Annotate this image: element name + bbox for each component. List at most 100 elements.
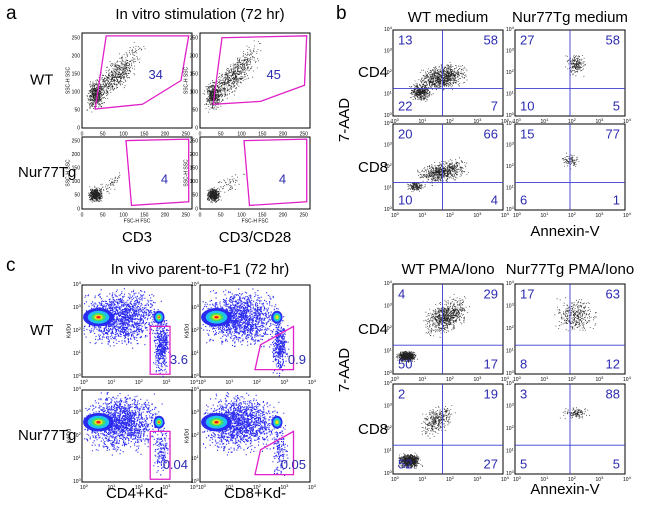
tick-label: 100	[190, 89, 199, 95]
tick-exponent: 3	[512, 402, 515, 407]
tick-label: 104	[308, 483, 317, 491]
tick-exponent: 2	[574, 475, 577, 480]
gate-percentage: 0.9	[288, 352, 306, 367]
tick-base: 10	[191, 351, 197, 357]
quadrant-percentage: 2	[398, 386, 405, 401]
tick-label: 104	[73, 385, 82, 393]
event-cloud	[565, 55, 586, 77]
tick-base: 10	[384, 326, 390, 332]
tick-base: 10	[163, 380, 169, 386]
tick-base: 10	[384, 27, 390, 33]
tick-exponent: 2	[390, 162, 393, 167]
tick-exponent: 2	[512, 424, 515, 429]
tick-label: 102	[253, 483, 262, 491]
tick-exponent: 2	[574, 211, 577, 216]
tick-label: 103	[474, 117, 483, 125]
tick-label: 0	[81, 212, 84, 218]
column-label: CD8+Kd-	[224, 485, 286, 502]
tick-label: 100	[191, 477, 200, 485]
tick-label: 50	[218, 131, 224, 137]
tick-exponent: 1	[390, 184, 393, 189]
tick-label: 104	[501, 475, 510, 483]
tick-base: 10	[391, 213, 397, 219]
tick-exponent: 0	[79, 372, 82, 377]
tick-exponent: 3	[390, 47, 393, 52]
tick-label: 100	[513, 117, 522, 125]
plot-frame	[199, 32, 311, 129]
tick-base: 10	[191, 387, 197, 393]
tick-base: 10	[506, 449, 512, 455]
tick-exponent: 0	[519, 211, 522, 216]
tick-label: 101	[419, 475, 428, 483]
row-label: CD8	[358, 421, 388, 438]
tick-base: 10	[191, 410, 197, 416]
tick-base: 10	[384, 113, 390, 119]
tick-label: 102	[568, 475, 577, 483]
tick-exponent: 3	[390, 302, 393, 307]
row-label: Nur77Tg	[18, 427, 76, 444]
tick-base: 10	[391, 477, 397, 483]
tick-exponent: 4	[314, 378, 317, 383]
tick-exponent: 1	[113, 483, 116, 488]
tick-exponent: 3	[168, 483, 171, 488]
plot-frame	[392, 29, 504, 117]
tick-base: 10	[391, 119, 397, 125]
tick-label: 102	[506, 424, 515, 432]
tick-base: 10	[108, 380, 114, 386]
plot-frame	[81, 32, 193, 129]
tick-label: 50	[100, 212, 106, 218]
tick-label: 102	[446, 211, 455, 219]
tick-label: 200	[190, 152, 199, 158]
tick-exponent: 3	[601, 211, 604, 216]
tick-label: 104	[623, 475, 632, 483]
tick-exponent: 4	[507, 475, 510, 480]
quadrant-percentage: 8	[520, 356, 527, 371]
tick-exponent: 0	[519, 117, 522, 122]
tick-base: 10	[73, 410, 79, 416]
axis-label: Annexin-V	[530, 481, 599, 498]
tick-label: 103	[506, 141, 515, 149]
row-label: WT	[30, 71, 53, 88]
tick-exponent: 2	[197, 431, 200, 436]
tick-label: 103	[73, 303, 82, 311]
tick-label: 100	[384, 205, 393, 213]
gate-percentage: 3.6	[170, 352, 188, 367]
quadrant-percentage: 52	[398, 456, 412, 471]
tick-exponent: 2	[390, 68, 393, 73]
axis-label: SSC-H SSC	[65, 67, 71, 95]
tick-exponent: 3	[512, 47, 515, 52]
tick-label: 50	[192, 193, 198, 199]
tick-exponent: 1	[546, 117, 549, 122]
tick-base: 10	[198, 380, 204, 386]
tick-base: 10	[198, 485, 204, 491]
tick-exponent: 1	[231, 483, 234, 488]
tick-label: 250	[72, 138, 81, 144]
tick-label: 102	[384, 162, 393, 170]
tick-label: 100	[237, 131, 246, 137]
tick-exponent: 1	[79, 454, 82, 459]
tick-label: 101	[541, 375, 550, 383]
tick-label: 100	[72, 89, 81, 95]
gate-percentage: 45	[266, 67, 280, 82]
tick-label: 0	[77, 125, 80, 131]
tick-label: 102	[568, 375, 577, 383]
tick-base: 10	[384, 371, 390, 377]
tick-exponent: 0	[397, 475, 400, 480]
density-contour	[96, 420, 101, 424]
tick-exponent: 2	[512, 324, 515, 329]
tick-label: 103	[163, 483, 172, 491]
column-label: WT PMA/Iono	[401, 261, 494, 278]
quadrant-percentage: 6	[520, 192, 527, 207]
axis-label: SSC-H SSC	[183, 159, 189, 187]
tick-exponent: 3	[286, 483, 289, 488]
tick-exponent: 1	[231, 378, 234, 383]
tick-base: 10	[384, 186, 390, 192]
tick-base: 10	[568, 213, 574, 219]
tick-label: 102	[568, 211, 577, 219]
tick-label: 100	[80, 378, 89, 386]
tick-base: 10	[384, 381, 390, 387]
tick-exponent: 2	[574, 117, 577, 122]
tick-base: 10	[506, 164, 512, 170]
gate	[94, 35, 190, 110]
tick-base: 10	[73, 374, 79, 380]
